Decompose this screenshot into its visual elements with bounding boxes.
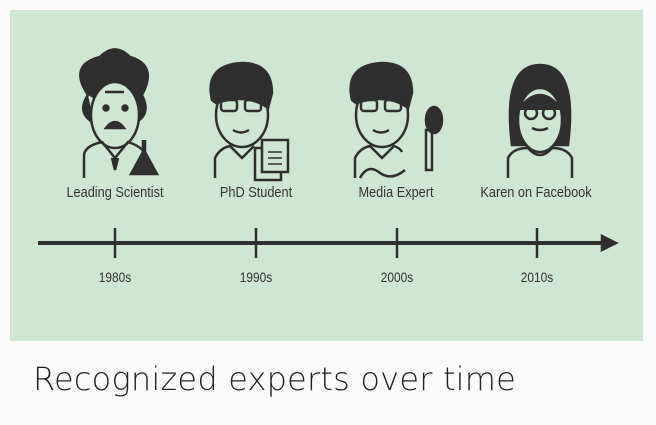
phd-student-icon [209,61,290,182]
era-2000s: 2000s [380,269,414,285]
era-2010s: 2010s [520,269,554,285]
label-karen: Karen on Facebook [480,184,592,201]
scientist-icon [79,48,160,178]
era-1990s: 1990s [239,269,273,285]
media-expert-icon [349,61,444,179]
label-phd-student: PhD Student [219,184,293,201]
label-media-expert: Media Expert [358,184,434,201]
caption: Recognized experts over time [33,360,517,398]
era-1980s: 1980s [98,269,132,285]
label-scientist: Leading Scientist [66,184,164,201]
timeline-axis [38,228,619,258]
karen-icon [506,63,574,178]
